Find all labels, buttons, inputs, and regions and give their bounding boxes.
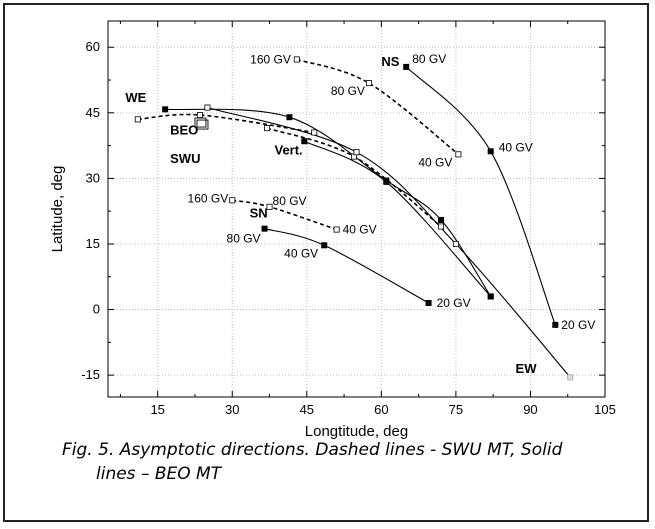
data-point-sn-solid (425, 299, 432, 306)
y-tick-label: 15 (86, 236, 100, 251)
caption-line-1: Fig. 5. Asymptotic directions. Dashed li… (62, 440, 563, 460)
series-lines (137, 58, 571, 378)
data-point-we-dashed (196, 112, 203, 119)
point-label: 80 GV (412, 52, 446, 66)
curve-annotations: NS WE BEO SWU Vert. SN EW (125, 54, 537, 376)
y-tick-label: 30 (86, 170, 100, 185)
series-line-ns-solid (405, 66, 556, 326)
x-tick-label: 60 (374, 402, 388, 417)
asymptotic-directions-chart: 15 30 45 60 75 90 105 -15 0 15 30 45 60 80 GV 40 GV 20… (49, 20, 616, 440)
x-tick-label: 90 (523, 402, 537, 417)
beo-swu-box-icon (194, 117, 207, 128)
data-point-vert-solid (487, 293, 494, 300)
figure-frame (3, 3, 649, 522)
data-point-ns-solid (487, 148, 494, 155)
x-tick-label: 30 (225, 402, 239, 417)
data-point-we-solid (162, 106, 169, 113)
data-point-sn-solid (321, 242, 328, 249)
x-axis-label: Longtitude, deg (305, 423, 408, 440)
data-point-ew-solid (567, 374, 574, 381)
x-tick-label: 15 (150, 402, 164, 417)
point-label: 80 GV (331, 84, 365, 98)
y-axis-label: Latitude, deg (49, 166, 66, 253)
data-point-ns-solid (403, 63, 410, 70)
point-label: 80 GV (227, 232, 261, 246)
series-line-sn-solid (264, 228, 429, 304)
y-tick-label: 0 (93, 302, 100, 317)
data-point-sn-dashed (333, 226, 340, 233)
point-label: 40 GV (499, 140, 533, 154)
point-labels: 80 GV 40 GV 20 GV 160 GV 80 GV 40 GV 80 GV 40 G… (188, 52, 596, 332)
series-line-ns-dashed (296, 58, 459, 155)
axis-ticks: 15 30 45 60 75 90 105 -15 0 15 30 45 60 (81, 21, 616, 417)
point-label: 40 GV (284, 246, 318, 260)
x-tick-label: 75 (449, 402, 463, 417)
point-label: 20 GV (437, 296, 471, 310)
x-tick-label: 45 (300, 402, 314, 417)
annotation-swu: SWU (170, 151, 200, 166)
grid (108, 21, 606, 397)
annotation-sn: SN (250, 206, 268, 221)
data-point-ew-solid (204, 104, 211, 111)
data-point-we-dashed (311, 129, 318, 136)
series-line-vert-solid (304, 140, 492, 297)
data-point-vert-dashed (437, 223, 444, 230)
data-point-ns-solid (552, 321, 559, 328)
annotation-ew: EW (516, 361, 538, 376)
point-label: 160 GV (188, 191, 229, 205)
data-point-vert-dashed (264, 125, 271, 132)
x-tick-label: 105 (594, 402, 616, 417)
data-point-ns-dashed (365, 80, 372, 87)
series-line-ew-solid (207, 107, 571, 378)
data-point-we-dashed (134, 116, 141, 123)
point-label: 40 GV (418, 155, 452, 169)
annotation-beo: BEO (170, 123, 198, 138)
annotation-ns: NS (381, 54, 399, 69)
series-line-we-solid (165, 108, 492, 297)
point-label: 40 GV (343, 223, 377, 237)
data-point-sn-dashed (229, 197, 236, 204)
annotation-we: WE (125, 90, 146, 105)
data-point-ew-solid (353, 149, 360, 156)
point-label: 80 GV (273, 194, 307, 208)
y-tick-label: -15 (81, 367, 100, 382)
y-tick-label: 45 (86, 105, 100, 120)
caption-line-2: lines – BEO MT (96, 464, 222, 484)
data-point-we-solid (286, 114, 293, 121)
point-label: 20 GV (561, 318, 595, 332)
data-point-ns-dashed (293, 56, 300, 63)
y-tick-label: 60 (86, 39, 100, 54)
data-point-vert-solid (383, 178, 390, 185)
data-point-we-solid (437, 216, 444, 223)
data-point-sn-dashed (266, 203, 273, 210)
data-point-ew-solid (452, 240, 459, 247)
annotation-vert: Vert. (274, 142, 302, 157)
data-point-vert-solid (301, 138, 308, 145)
data-point-ns-dashed (455, 151, 462, 158)
figure-caption: Fig. 5. Asymptotic directions. Dashed li… (62, 438, 637, 486)
series-markers (134, 56, 574, 381)
beo-swu-box-icon-2 (196, 119, 209, 130)
data-point-sn-solid (261, 225, 268, 232)
point-label: 160 GV (250, 52, 291, 66)
plot-area (107, 20, 606, 398)
